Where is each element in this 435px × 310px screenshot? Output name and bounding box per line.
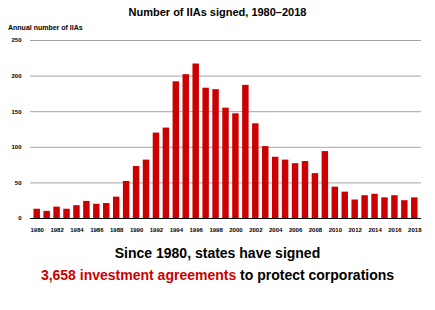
svg-text:1996: 1996 [190,227,204,233]
svg-text:2018: 2018 [408,227,422,233]
svg-text:2006: 2006 [289,227,303,233]
svg-text:1990: 1990 [130,227,144,233]
svg-text:2014: 2014 [368,227,382,233]
html-text:Annual number of IIAs: Annual number of IIAs [8,24,83,31]
html-text:Since 1980, states have signed: Since 1980, states have signed [114,245,321,261]
svg-text:2010: 2010 [329,227,343,233]
svg-text:2016: 2016 [388,227,402,233]
svg-text:200: 200 [11,73,22,79]
svg-text:1998: 1998 [209,227,223,233]
html-text:3,658 investment agreements to: 3,658 investment agreements to protect c… [40,267,395,283]
svg-text:2002: 2002 [249,227,263,233]
svg-text:50: 50 [15,180,22,186]
svg-text:1992: 1992 [150,227,164,233]
svg-text:1988: 1988 [110,227,124,233]
svg-text:1984: 1984 [70,227,84,233]
svg-text:150: 150 [11,109,22,115]
svg-text:0: 0 [18,215,22,221]
svg-text:2000: 2000 [229,227,243,233]
svg-text:1994: 1994 [170,227,184,233]
svg-text:2004: 2004 [269,227,283,233]
svg-text:1986: 1986 [90,227,104,233]
svg-text:100: 100 [11,144,22,150]
svg-text:2012: 2012 [348,227,362,233]
html-text:Number of IIAs signed, 1980–20: Number of IIAs signed, 1980–2018 [128,6,307,18]
svg-text:1982: 1982 [50,227,64,233]
svg-text:2008: 2008 [309,227,323,233]
svg-text:250: 250 [11,37,22,43]
svg-text:1980: 1980 [31,227,45,233]
